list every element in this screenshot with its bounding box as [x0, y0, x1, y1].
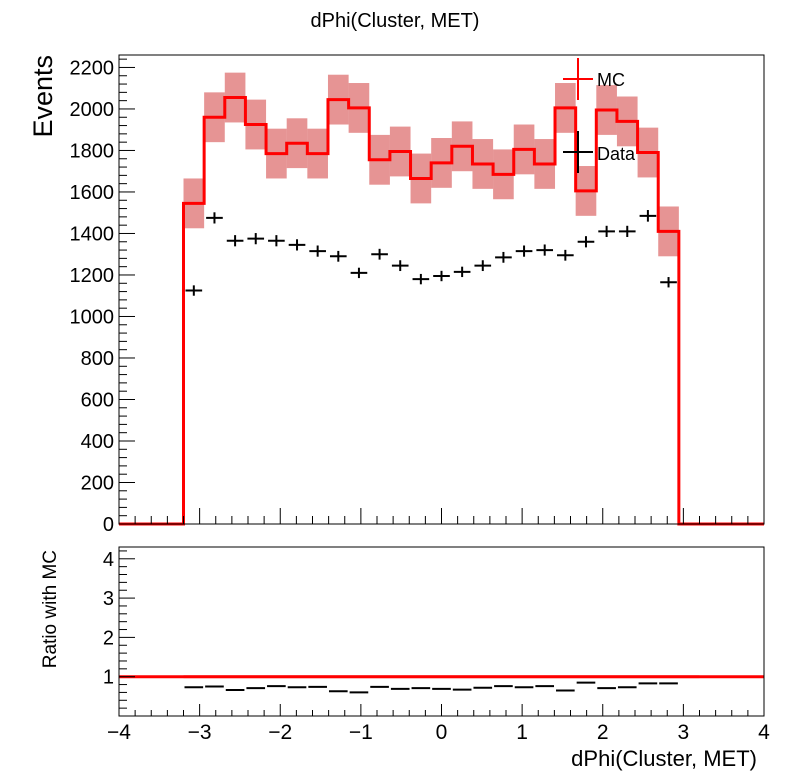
data-points — [185, 210, 677, 296]
data-point — [391, 260, 409, 272]
data-point — [226, 235, 244, 247]
data-point — [639, 210, 657, 222]
data-point — [412, 273, 430, 285]
data-point — [598, 225, 615, 237]
main-x-axis-ticks — [118, 508, 765, 524]
x-tick-label: −1 — [349, 721, 373, 744]
legend-data-marker — [563, 131, 593, 173]
legend: MC Data — [563, 58, 636, 173]
data-point — [577, 236, 595, 248]
x-tick-label: −4 — [107, 721, 131, 744]
data-point — [185, 285, 203, 296]
data-point — [453, 266, 471, 278]
y-tick-label: 1600 — [70, 182, 115, 204]
data-point — [474, 260, 492, 272]
x-tick-label: 4 — [758, 721, 770, 744]
data-point — [618, 225, 636, 237]
mc-histogram-line — [119, 96, 764, 526]
chart-title: dPhi(Cluster, MET) — [311, 10, 480, 32]
data-point — [329, 250, 347, 262]
data-point — [495, 251, 512, 263]
x-axis-label: dPhi(Cluster, MET) — [571, 746, 757, 771]
y-tick-label: 800 — [81, 348, 114, 370]
data-point — [350, 267, 368, 279]
y-tick-label: 200 — [81, 472, 114, 494]
ratio-y-tick-label: 2 — [103, 627, 114, 649]
main-y-axis: 0 200 400 600 800 1000 1200 1400 1600 1800 2000 220… — [70, 57, 135, 536]
data-point — [536, 244, 554, 256]
x-tick-label: −2 — [268, 721, 292, 744]
data-point — [309, 245, 326, 257]
ratio-y-tick-label: 4 — [103, 549, 114, 571]
y-tick-label: 0 — [103, 514, 114, 536]
x-tick-label: 2 — [597, 721, 609, 744]
data-point — [515, 245, 533, 257]
ratio-y-tick-label: 1 — [103, 667, 114, 689]
main-plot-panel: 0 200 400 600 800 1000 1200 1400 1600 1800 2000 220… — [28, 54, 765, 536]
x-tick-label: 3 — [678, 721, 690, 744]
data-point — [206, 212, 223, 224]
y-tick-label: 400 — [81, 431, 114, 453]
legend-mc-label: MC — [597, 70, 625, 90]
data-point — [288, 239, 306, 251]
ratio-y-axis-label: Ratio with MC — [40, 550, 61, 668]
y-tick-label: 1400 — [70, 223, 115, 245]
data-point — [268, 235, 285, 247]
data-point — [433, 270, 450, 282]
ratio-plot-panel: 1 2 3 4 −4 −3 −2 −1 0 1 2 3 4 Ratio with MC dPhi(Cl… — [40, 546, 770, 771]
legend-data-label: Data — [597, 144, 636, 164]
y-tick-label: 2000 — [70, 99, 115, 121]
data-point — [371, 248, 388, 260]
data-point — [660, 277, 677, 288]
y-tick-label: 1000 — [70, 306, 115, 328]
y-tick-label: 600 — [81, 389, 114, 411]
main-y-axis-label: Events — [28, 55, 58, 138]
y-tick-label: 2200 — [70, 57, 115, 79]
ratio-points — [184, 681, 678, 694]
y-tick-label: 1800 — [70, 140, 115, 162]
legend-mc-marker — [563, 58, 593, 100]
data-point — [247, 233, 265, 245]
mc-uncertainty-band — [183, 72, 679, 257]
ratio-y-axis: 1 2 3 4 — [103, 549, 135, 709]
y-tick-label: 1200 — [70, 265, 115, 287]
ratio-x-axis: −4 −3 −2 −1 0 1 2 3 4 — [107, 704, 770, 744]
data-point — [557, 249, 574, 261]
x-tick-label: −3 — [188, 721, 212, 744]
x-tick-label: 1 — [516, 721, 528, 744]
x-tick-label: 0 — [436, 721, 448, 744]
ratio-y-tick-label: 3 — [103, 588, 114, 610]
